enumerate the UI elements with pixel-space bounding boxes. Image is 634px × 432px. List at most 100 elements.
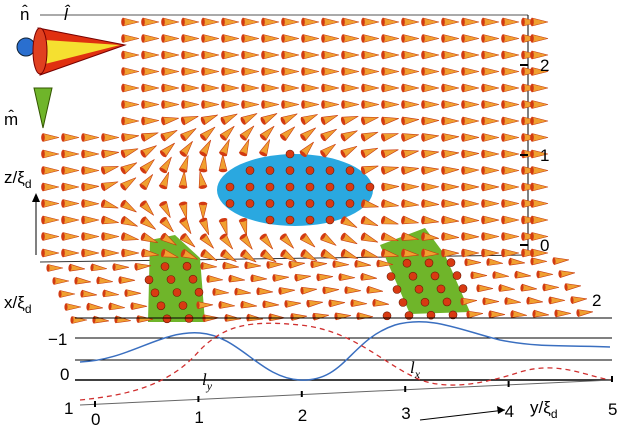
cone-base xyxy=(61,133,65,142)
cone xyxy=(442,149,460,159)
cone-base xyxy=(160,133,166,142)
cone-base xyxy=(421,216,425,224)
cone-base xyxy=(159,201,167,206)
cone-base xyxy=(481,100,485,109)
cone-base xyxy=(441,166,445,175)
cone-head-on xyxy=(382,311,392,321)
cone-base xyxy=(321,100,325,109)
cone-base xyxy=(121,34,125,43)
cone-base xyxy=(576,309,580,317)
cone-base xyxy=(501,18,505,26)
cone-base xyxy=(241,51,245,59)
cone-base xyxy=(321,34,325,43)
cone xyxy=(222,67,240,76)
cone-head-on xyxy=(408,271,418,281)
cone xyxy=(502,67,520,76)
cone-head-on xyxy=(285,182,295,192)
cone-base xyxy=(218,301,222,309)
cone-base xyxy=(536,270,540,278)
cone xyxy=(362,17,380,27)
cone xyxy=(207,275,224,283)
cone-base xyxy=(441,232,445,241)
cone-base xyxy=(461,183,465,191)
cone xyxy=(213,288,230,296)
cone xyxy=(373,298,390,307)
cone-base xyxy=(380,216,386,224)
cone-head-on xyxy=(265,199,275,208)
cone xyxy=(482,116,500,126)
cone xyxy=(482,215,500,225)
cone-base xyxy=(401,67,405,76)
cone-base xyxy=(120,216,126,224)
m-cone xyxy=(33,87,53,129)
cone xyxy=(362,100,380,109)
cone-base xyxy=(530,257,534,265)
cone xyxy=(571,296,588,304)
cone xyxy=(198,154,208,172)
cone xyxy=(103,289,120,298)
cone-base xyxy=(530,117,534,125)
cone xyxy=(555,309,572,318)
cone-base xyxy=(421,84,425,92)
cone-base xyxy=(100,199,106,208)
cone xyxy=(351,299,368,307)
cone xyxy=(402,83,420,93)
cone xyxy=(382,116,399,126)
cone-base xyxy=(421,183,425,191)
cone xyxy=(382,199,399,208)
cone-base xyxy=(381,67,385,76)
cone-base xyxy=(201,51,205,59)
cone xyxy=(402,182,420,192)
cone-base xyxy=(381,166,385,175)
cone-base xyxy=(501,199,505,208)
cone-base xyxy=(100,166,106,175)
cone xyxy=(222,34,240,43)
cone-base xyxy=(554,309,558,317)
cone xyxy=(262,50,280,60)
cone-base xyxy=(501,84,505,92)
cone-head-on xyxy=(245,199,255,208)
cone-base xyxy=(219,168,227,173)
cone xyxy=(339,273,356,281)
cone xyxy=(482,199,500,208)
cone-base xyxy=(261,100,265,109)
cone-head-on xyxy=(305,199,315,208)
cone xyxy=(122,17,140,27)
cone-base xyxy=(380,150,386,158)
cone xyxy=(162,34,180,43)
cone-base xyxy=(421,117,425,125)
cone-base xyxy=(530,216,534,224)
cone-base xyxy=(361,67,365,76)
triad-label: m̂ xyxy=(4,109,18,129)
cone-base xyxy=(320,150,326,158)
cone-base xyxy=(341,51,345,59)
cone-base xyxy=(301,18,305,26)
z-arrow-head xyxy=(32,193,40,202)
cone xyxy=(302,17,320,27)
cone xyxy=(202,67,220,76)
cone xyxy=(342,67,360,76)
cone-base xyxy=(112,263,116,271)
cone xyxy=(355,259,372,268)
cone xyxy=(62,199,80,208)
cone-head-on xyxy=(172,288,182,297)
cone xyxy=(47,264,64,272)
cone-base xyxy=(341,84,345,92)
cone-base xyxy=(64,303,68,311)
cone-base xyxy=(120,166,126,175)
x-tick-label: 0 xyxy=(60,365,69,384)
cone-base xyxy=(316,273,320,281)
cone xyxy=(442,182,460,192)
cone-head-on xyxy=(392,285,402,294)
cone-base xyxy=(476,284,480,292)
cone xyxy=(282,83,300,93)
cone-base xyxy=(361,117,365,125)
cone xyxy=(531,166,549,175)
z-tick-label: 1 xyxy=(540,146,549,165)
cone-base xyxy=(101,133,105,142)
cone xyxy=(482,83,500,93)
cone-head-on xyxy=(285,149,295,159)
cone xyxy=(115,315,132,324)
cone-base xyxy=(272,274,276,282)
cone-base xyxy=(118,276,122,284)
